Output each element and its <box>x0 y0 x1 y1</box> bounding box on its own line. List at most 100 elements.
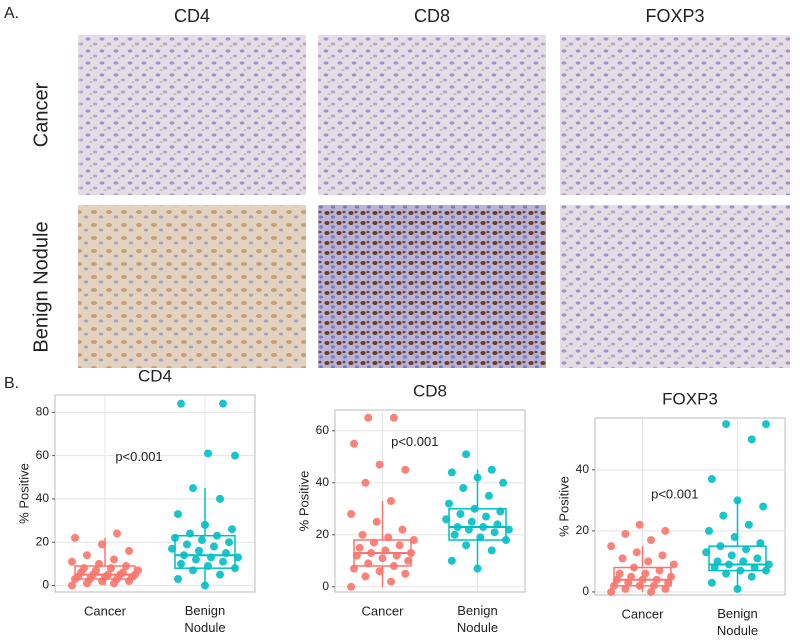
data-point <box>367 549 376 557</box>
data-point <box>174 575 182 584</box>
data-point <box>447 556 456 565</box>
x-tick-label-line: Nodule <box>717 623 758 638</box>
data-point <box>710 563 719 572</box>
micrograph <box>560 205 790 368</box>
row-label: Cancer <box>30 82 52 147</box>
data-point <box>361 572 370 581</box>
y-tick-label: 0 <box>582 584 589 598</box>
data-point <box>462 450 471 459</box>
data-point <box>733 584 742 593</box>
data-point <box>134 566 142 575</box>
micrograph <box>318 35 546 195</box>
data-point <box>177 399 185 408</box>
data-point <box>473 473 482 482</box>
x-tick-label: Benign Nodule <box>717 606 758 638</box>
data-point <box>722 569 731 578</box>
data-point <box>707 475 716 484</box>
data-point <box>607 587 616 596</box>
x-tick-label: Benign Nodule <box>457 603 498 635</box>
data-point <box>222 549 230 558</box>
data-point <box>618 554 627 563</box>
data-point <box>174 510 182 519</box>
data-point <box>110 555 118 564</box>
data-point <box>219 557 227 566</box>
x-tick-label-line: Benign <box>717 606 757 621</box>
data-point <box>496 507 505 516</box>
x-tick-label-line: Nodule <box>457 620 498 635</box>
data-point <box>387 497 396 505</box>
data-point <box>635 520 644 529</box>
x-tick-label: Cancer <box>362 603 405 618</box>
data-point <box>364 413 373 422</box>
data-point <box>219 399 227 408</box>
data-point <box>234 553 242 562</box>
data-point <box>407 549 415 557</box>
data-point <box>615 569 624 578</box>
data-point <box>716 542 725 551</box>
chart-title: CD8 <box>413 381 447 400</box>
data-point <box>231 451 239 460</box>
data-point <box>409 536 418 544</box>
annotation: p<0.001 <box>651 486 698 501</box>
data-point <box>228 525 236 534</box>
data-point <box>747 435 756 444</box>
panel-label: B. <box>4 375 19 392</box>
data-point <box>389 413 398 422</box>
data-point <box>387 577 396 586</box>
data-point <box>71 533 79 542</box>
data-point <box>398 525 407 534</box>
annotation: p<0.001 <box>391 434 438 449</box>
data-point <box>736 566 745 575</box>
data-point <box>655 566 664 575</box>
x-tick-label-line: Benign <box>185 603 225 618</box>
data-point <box>482 512 491 521</box>
data-point <box>168 544 176 553</box>
y-axis-label: % Positive <box>556 476 571 537</box>
data-point <box>352 551 361 560</box>
data-point <box>225 538 233 547</box>
data-point <box>189 566 197 575</box>
micrograph <box>78 205 306 368</box>
data-point <box>204 449 212 458</box>
data-point <box>113 529 121 538</box>
data-point <box>722 420 731 429</box>
data-point <box>638 575 647 584</box>
data-point <box>607 542 616 551</box>
column-label: FOXP3 <box>645 6 704 26</box>
data-point <box>727 551 736 560</box>
data-point <box>504 525 513 534</box>
y-tick-label: 60 <box>316 423 330 437</box>
data-point <box>484 491 493 500</box>
data-point <box>80 564 88 573</box>
y-tick-label: 40 <box>316 475 330 489</box>
data-point <box>647 536 656 545</box>
data-point <box>459 484 468 492</box>
data-point <box>762 566 770 575</box>
data-point <box>462 541 471 550</box>
data-point <box>201 520 209 529</box>
data-point <box>204 562 212 571</box>
y-tick-label: 40 <box>36 491 50 505</box>
data-point <box>189 484 197 493</box>
data-point <box>92 566 100 575</box>
data-point <box>375 567 384 576</box>
x-tick-label: Benign Nodule <box>184 603 225 635</box>
data-point <box>649 581 658 590</box>
y-tick-label: 40 <box>576 462 590 476</box>
chart-title: CD4 <box>138 366 172 385</box>
data-point <box>192 555 200 564</box>
data-point <box>747 572 756 581</box>
data-point <box>713 557 722 566</box>
data-point <box>68 581 76 590</box>
annotation: p<0.001 <box>115 449 162 464</box>
x-tick-label: Cancer <box>622 606 665 621</box>
data-point <box>347 510 356 518</box>
data-point <box>702 548 711 557</box>
data-point <box>389 562 398 570</box>
data-point <box>467 517 476 526</box>
data-point <box>180 551 188 560</box>
data-point <box>647 587 656 596</box>
data-point <box>470 504 479 513</box>
data-point <box>730 533 739 542</box>
data-point <box>201 581 209 590</box>
